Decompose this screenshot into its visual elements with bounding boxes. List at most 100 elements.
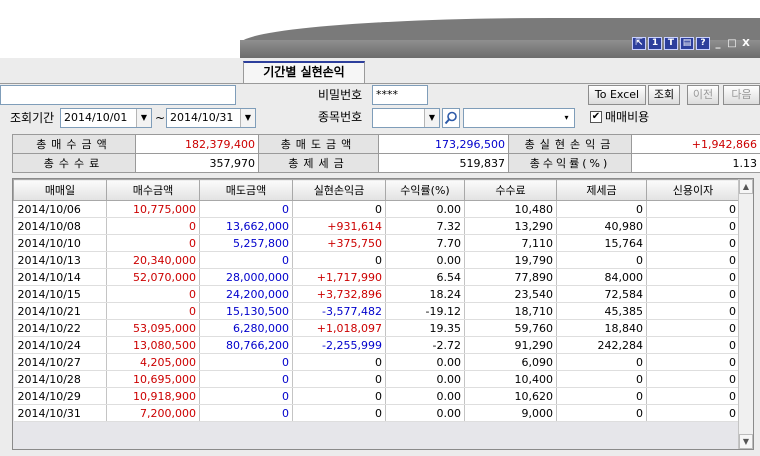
cell-fee: 7,110: [464, 234, 557, 252]
query-button[interactable]: 조회: [648, 85, 680, 105]
cell-tax: 0: [556, 200, 647, 218]
period-tilde: ~: [155, 111, 166, 125]
buy-total-value: 182,379,400: [135, 134, 259, 154]
link-window-icon[interactable]: ⇱: [632, 37, 646, 50]
print-icon[interactable]: ▤: [680, 37, 694, 50]
tab-period-realized-pl[interactable]: 기간별 실현손익: [243, 61, 365, 83]
column-header-tax[interactable]: 제세금: [556, 179, 647, 201]
cell-tax: 84,000: [556, 268, 647, 286]
cell-trade-date: 2014/10/14: [13, 268, 107, 286]
search-icon: [444, 111, 457, 125]
table-row[interactable]: 2014/10/31 7,200,000 0 0 0.00 9,000 0 0: [13, 404, 740, 422]
cell-tax: 72,584: [556, 285, 647, 303]
cell-tax: 0: [556, 387, 647, 405]
column-header-credit-interest[interactable]: 신용이자: [646, 179, 740, 201]
trade-grid[interactable]: 매매일 매수금액 매도금액 실현손익금 수익률(%) 수수료 제세금 신용이자 …: [12, 178, 754, 450]
minimize-button[interactable]: _: [715, 37, 721, 49]
fee-total-label: 총수수료: [12, 153, 136, 173]
cell-buy-amount: 7,200,000: [106, 404, 200, 422]
cell-return-rate: 0.00: [385, 353, 465, 371]
stock-code-select[interactable]: ▼: [372, 108, 440, 128]
cell-fee: 9,000: [464, 404, 557, 422]
buy-total-label: 총매수금액: [12, 134, 136, 154]
cell-buy-amount: 0: [106, 302, 200, 320]
cell-buy-amount: 10,918,900: [106, 387, 200, 405]
table-row[interactable]: 2014/10/22 53,095,000 6,280,000 +1,018,097 1…: [13, 319, 740, 337]
scroll-down-icon[interactable]: ▼: [739, 434, 753, 449]
text-icon[interactable]: T: [664, 37, 678, 50]
screen-number-icon[interactable]: 1: [648, 37, 662, 50]
include-fees-checkbox[interactable]: ✔: [590, 111, 602, 123]
table-row[interactable]: 2014/10/24 13,080,500 80,766,200 -2,255,999…: [13, 336, 740, 354]
include-fees-label: 매매비용: [605, 110, 650, 124]
cell-fee: 18,710: [464, 302, 557, 320]
prev-button[interactable]: 이전: [687, 85, 719, 105]
password-input[interactable]: ****: [372, 85, 428, 105]
cell-trade-date: 2014/10/21: [13, 302, 107, 320]
column-header-sell-amount[interactable]: 매도금액: [199, 179, 293, 201]
table-row[interactable]: 2014/10/10 0 5,257,800 +375,750 7.70 7,110 15,…: [13, 234, 740, 252]
close-button[interactable]: X: [742, 37, 750, 49]
column-header-fee[interactable]: 수수료: [464, 179, 557, 201]
tax-total-label: 총제세금: [258, 153, 379, 173]
table-row[interactable]: 2014/10/27 4,205,000 0 0 0.00 6,090 0 0: [13, 353, 740, 371]
cell-fee: 19,790: [464, 251, 557, 269]
cell-buy-amount: 53,095,000: [106, 319, 200, 337]
column-header-trade-date[interactable]: 매매일: [13, 179, 107, 201]
cell-tax: 0: [556, 251, 647, 269]
chevron-down-icon[interactable]: ▼: [136, 109, 151, 127]
cell-tax: 0: [556, 353, 647, 371]
help-icon[interactable]: ?: [696, 37, 710, 50]
chevron-down-icon[interactable]: ▾: [559, 109, 574, 127]
table-row[interactable]: 2014/10/08 0 13,662,000 +931,614 7.32 13,290 4…: [13, 217, 740, 235]
cell-realized-pl: 0: [292, 251, 386, 269]
trade-table: 매매일 매수금액 매도금액 실현손익금 수익률(%) 수수료 제세금 신용이자 …: [13, 179, 740, 422]
next-button[interactable]: 다음: [723, 85, 760, 105]
maximize-button[interactable]: □: [727, 37, 737, 49]
scroll-up-icon[interactable]: ▲: [739, 179, 753, 194]
cell-trade-date: 2014/10/15: [13, 285, 107, 303]
table-row[interactable]: 2014/10/21 0 15,130,500 -3,577,482 -19.12 18,…: [13, 302, 740, 320]
cell-return-rate: 7.70: [385, 234, 465, 252]
stock-name-select[interactable]: ▾: [463, 108, 575, 128]
cell-return-rate: 18.24: [385, 285, 465, 303]
cell-trade-date: 2014/10/28: [13, 370, 107, 388]
grid-header-row: 매매일 매수금액 매도금액 실현손익금 수익률(%) 수수료 제세금 신용이자: [13, 179, 740, 201]
cell-credit-interest: 0: [646, 200, 740, 218]
account-field[interactable]: [0, 85, 236, 105]
end-date-select[interactable]: 2014/10/31 ▼: [166, 108, 256, 128]
cell-realized-pl: +375,750: [292, 234, 386, 252]
cell-tax: 40,980: [556, 217, 647, 235]
column-header-return-rate[interactable]: 수익률(%): [385, 179, 465, 201]
vertical-scrollbar[interactable]: ▲ ▼: [738, 179, 753, 449]
table-row[interactable]: 2014/10/15 0 24,200,000 +3,732,896 18.24 23,5…: [13, 285, 740, 303]
cell-buy-amount: 52,070,000: [106, 268, 200, 286]
cell-trade-date: 2014/10/24: [13, 336, 107, 354]
cell-sell-amount: 0: [199, 370, 293, 388]
table-row[interactable]: 2014/10/06 10,775,000 0 0 0.00 10,480 0 0: [13, 200, 740, 218]
cell-realized-pl: -3,577,482: [292, 302, 386, 320]
table-row[interactable]: 2014/10/14 52,070,000 28,000,000 +1,717,990…: [13, 268, 740, 286]
stock-search-button[interactable]: [442, 108, 460, 128]
table-row[interactable]: 2014/10/13 20,340,000 0 0 0.00 19,790 0 0: [13, 251, 740, 269]
table-row[interactable]: 2014/10/29 10,918,900 0 0 0.00 10,620 0 0: [13, 387, 740, 405]
cell-sell-amount: 13,662,000: [199, 217, 293, 235]
cell-sell-amount: 0: [199, 200, 293, 218]
cell-trade-date: 2014/10/27: [13, 353, 107, 371]
fee-total-value: 357,970: [135, 153, 259, 173]
column-header-realized-pl[interactable]: 실현손익금: [292, 179, 386, 201]
column-header-buy-amount[interactable]: 매수금액: [106, 179, 200, 201]
to-excel-button[interactable]: To Excel: [588, 85, 646, 105]
cell-buy-amount: 4,205,000: [106, 353, 200, 371]
cell-fee: 10,620: [464, 387, 557, 405]
cell-tax: 242,284: [556, 336, 647, 354]
cell-buy-amount: 0: [106, 234, 200, 252]
cell-trade-date: 2014/10/08: [13, 217, 107, 235]
cell-return-rate: 0.00: [385, 387, 465, 405]
chevron-down-icon[interactable]: ▼: [424, 109, 439, 127]
cell-buy-amount: 10,695,000: [106, 370, 200, 388]
start-date-select[interactable]: 2014/10/01 ▼: [60, 108, 152, 128]
chevron-down-icon[interactable]: ▼: [240, 109, 255, 127]
table-row[interactable]: 2014/10/28 10,695,000 0 0 0.00 10,400 0 0: [13, 370, 740, 388]
summary-row: 총수수료 357,970 총제세금 519,837 총수익률(%) 1.13: [12, 153, 760, 173]
